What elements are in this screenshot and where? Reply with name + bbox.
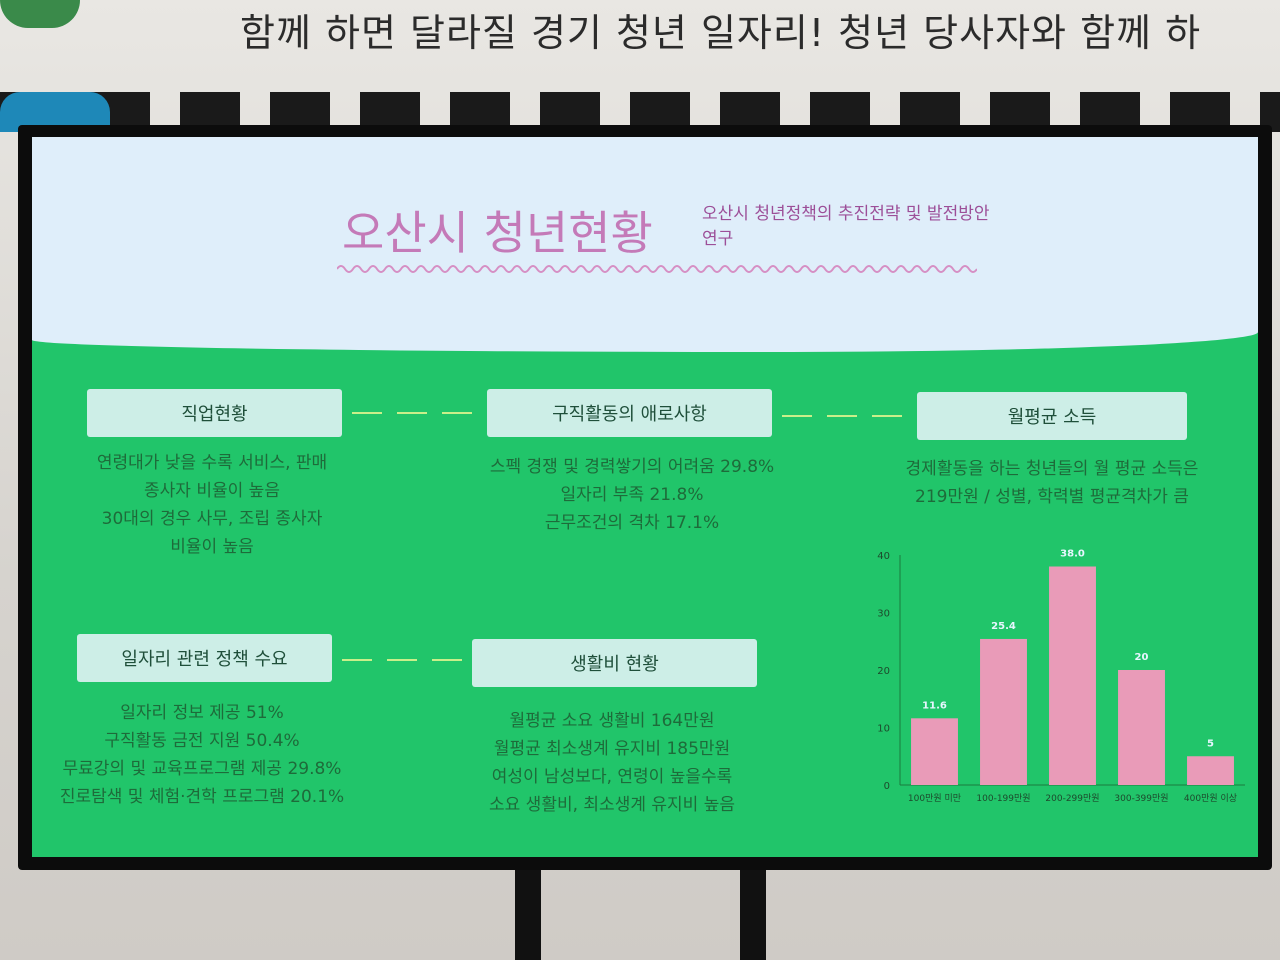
income-text: 경제활동을 하는 청년들의 월 평균 소득은 219만원 / 성별, 학력별 평… (872, 455, 1232, 511)
x-tick-label: 300-399만원 (1114, 793, 1168, 804)
text-line: 소요 생활비, 최소생계 유지비 높음 (489, 795, 735, 815)
text-line: 무료강의 및 교육프로그램 제공 29.8% (62, 759, 342, 779)
section-tag-job-search-difficulty: 구직활동의 애로사항 (487, 389, 772, 437)
income-bar-chart: 0 10 20 30 40 11.6 100만원 미만 25.4 100-199만원 38.0 20… (877, 549, 1245, 804)
y-tick-label: 20 (877, 666, 890, 677)
bar-data-label: 38.0 (1060, 549, 1085, 560)
text-line: 연령대가 낮을 수록 서비스, 판매 (96, 453, 328, 473)
bar-data-label: 20 (1135, 652, 1149, 663)
text-line: 일자리 정보 제공 51% (120, 703, 284, 723)
text-line: 근무조건의 격차 17.1% (544, 513, 720, 533)
bar (1118, 670, 1165, 785)
text-line: 여성이 남성보다, 연령이 높을수록 (491, 767, 733, 787)
slide: 오산시 청년현황 오산시 청년정책의 추진전략 및 발전방안 연구 직업현황 구… (32, 137, 1258, 857)
bar-data-label: 5 (1207, 738, 1214, 749)
x-tick-label: 100만원 미만 (908, 793, 961, 804)
bar (980, 638, 1027, 785)
text-line: 진로탐색 및 체험·견학 프로그램 20.1% (59, 787, 345, 807)
banner-text: 함께 하면 달라질 경기 청년 일자리! 청년 당사자와 함께 하 (240, 11, 1202, 55)
section-tag-monthly-income: 월평균 소득 (917, 392, 1187, 440)
connector (352, 412, 472, 414)
stand-leg (740, 860, 766, 960)
text-line: 비율이 높음 (170, 537, 254, 557)
section-tag-living-cost: 생활비 현황 (472, 639, 757, 687)
text-line: 구직활동 금전 지원 50.4% (104, 731, 300, 751)
logo (0, 0, 80, 28)
x-tick-label: 100-199만원 (976, 793, 1030, 804)
text-line: 종사자 비율이 높음 (144, 481, 280, 501)
y-tick-label: 30 (877, 609, 890, 620)
monitor: 오산시 청년현황 오산시 청년정책의 추진전략 및 발전방안 연구 직업현황 구… (18, 125, 1272, 870)
connector (342, 659, 462, 661)
slide-title: 오산시 청년현황 (342, 206, 653, 260)
text-line: 경제활동을 하는 청년들의 월 평균 소득은 (905, 459, 1199, 479)
y-tick-label: 10 (877, 724, 890, 735)
bar-data-label: 25.4 (991, 621, 1016, 632)
section-tag-job-status: 직업현황 (87, 389, 342, 437)
connector (782, 415, 912, 417)
text-line: 일자리 부족 21.8% (560, 485, 704, 505)
section-tag-policy-demand: 일자리 관련 정책 수요 (77, 634, 332, 682)
y-tick-label: 40 (877, 551, 890, 562)
bar (1187, 756, 1234, 785)
text-line: 월평균 최소생계 유지비 185만원 (493, 739, 731, 759)
slide-subtitle: 오산시 청년정책의 추진전략 및 발전방안 연구 (702, 204, 990, 249)
text-line: 스펙 경쟁 및 경력쌓기의 어려움 29.8% (489, 457, 775, 477)
x-tick-label: 400만원 이상 (1184, 793, 1237, 804)
y-tick-label: 0 (884, 781, 890, 792)
text-line: 월평균 소요 생활비 164만원 (509, 711, 715, 731)
text-line: 30대의 경우 사무, 조립 종사자 (101, 509, 323, 529)
x-tick-label: 200-299만원 (1045, 793, 1099, 804)
job-status-text: 연령대가 낮을 수록 서비스, 판매 종사자 비율이 높음 30대의 경우 사무… (62, 449, 362, 561)
bar-data-label: 11.6 (922, 700, 947, 711)
bar (911, 718, 958, 785)
text-line: 219만원 / 성별, 학력별 평균격차가 큼 (915, 487, 1189, 507)
policy-demand-text: 일자리 정보 제공 51% 구직활동 금전 지원 50.4% 무료강의 및 교육… (32, 699, 372, 811)
job-search-text: 스펙 경쟁 및 경력쌓기의 어려움 29.8% 일자리 부족 21.8% 근무조… (452, 453, 812, 537)
slide-header-area (32, 137, 1258, 352)
bar (1049, 566, 1096, 785)
wave-divider (337, 265, 977, 273)
stand-leg (515, 860, 541, 960)
living-cost-text: 월평균 소요 생활비 164만원 월평균 최소생계 유지비 185만원 여성이 … (452, 707, 772, 819)
